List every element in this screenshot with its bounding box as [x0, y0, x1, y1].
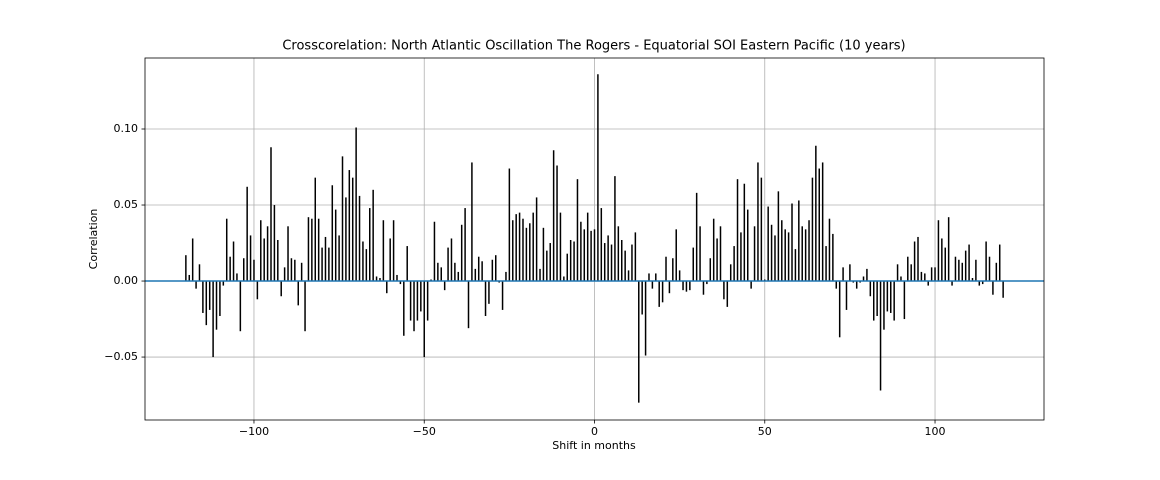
x-tick-label: −50 [413, 425, 436, 438]
x-tick-label: 100 [925, 425, 946, 438]
x-tick-label: −100 [239, 425, 269, 438]
y-tick-label: 0.05 [114, 198, 139, 211]
y-axis-label: Correlation [87, 209, 100, 270]
x-tick-label: 0 [591, 425, 598, 438]
plot-frame [144, 57, 1045, 421]
x-tick-label: 50 [758, 425, 772, 438]
y-tick-label: −0.05 [104, 350, 138, 363]
y-tick-label: 0.00 [114, 274, 139, 287]
y-tick-label: 0.10 [114, 122, 139, 135]
x-axis-label: Shift in months [552, 439, 636, 452]
chart-title: Crosscorelation: North Atlantic Oscillat… [282, 39, 905, 54]
